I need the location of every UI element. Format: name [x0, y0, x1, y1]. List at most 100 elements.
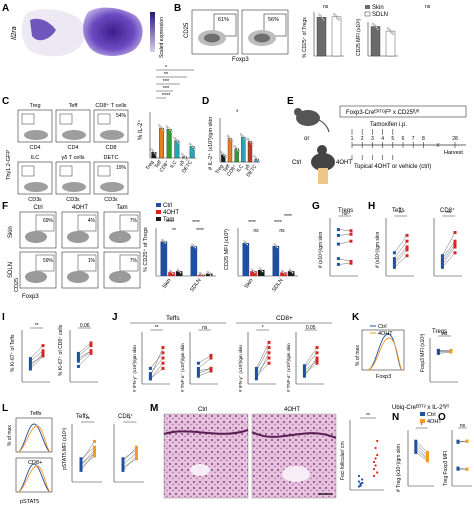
flow-xlabel: CD4: [29, 145, 40, 151]
data-point: [251, 143, 254, 146]
data-point-ctrl: [28, 362, 32, 366]
data-point-treat: [89, 349, 93, 353]
chart-J-sub: ns # TNF-α⁺ (x10³)/gm skin: [180, 325, 218, 392]
data-point-treat: [209, 353, 213, 357]
chart-K: ns: [429, 331, 458, 383]
sig-stars: ****: [166, 220, 174, 226]
data-point: [190, 144, 193, 147]
panel-B: B CD25 61% 56% Foxp3 % CD25⁺ of Tregs CD…: [174, 3, 431, 63]
flow-density: [109, 231, 131, 243]
data-point-treat: [267, 361, 271, 365]
data-point: [191, 243, 194, 246]
data-point-treat: [465, 467, 469, 471]
timeline-day: 1: [351, 136, 354, 142]
data-point-ctrl: [302, 372, 306, 376]
data-point: [334, 14, 337, 17]
flow-density: [109, 271, 131, 283]
bar: [280, 272, 287, 276]
data-point: [208, 272, 211, 275]
data-point-treat: [135, 445, 138, 449]
flow-xlabel: CD3ε: [104, 197, 118, 203]
pair-line: [78, 342, 92, 354]
panel-letter: M: [150, 403, 158, 414]
panel-title: Tregs: [338, 208, 353, 214]
data-point-ctrl: [440, 265, 444, 269]
colorbar-label: Scaled expression: [159, 17, 165, 58]
gate: [59, 113, 73, 125]
data-point: [372, 22, 375, 25]
flow-plot-skin: 61%: [191, 9, 239, 55]
panel-D: D # IL-2⁺ (x10³)/gm skin TregTeffCD8⁺ILC…: [202, 96, 260, 178]
gate-percent: 69%: [43, 218, 54, 224]
gate-percent: 19%: [116, 165, 127, 171]
data-point: [273, 243, 276, 246]
data-point: [178, 142, 181, 145]
axis-ylabel: pSTAT5 MFI (x10³): [62, 428, 68, 470]
data-point: [150, 148, 153, 151]
data-point-ctrl: [456, 440, 460, 444]
timeline-day: 28: [452, 136, 458, 142]
data-point: [159, 126, 162, 129]
stat-ns: ns: [425, 4, 431, 10]
data-point: [337, 18, 340, 21]
data-point-ctrl: [302, 374, 306, 378]
data-point-ctrl: [121, 468, 125, 472]
data-point-treat: [267, 340, 271, 344]
legend-sdln: SDLN: [372, 12, 388, 18]
or-label: or: [304, 136, 309, 142]
flow-density: [67, 231, 89, 243]
pct-ylabel: % CD25⁺ of Tregs: [142, 227, 149, 272]
cross-box: [339, 105, 467, 118]
sig-stars: ****: [192, 220, 200, 226]
data-point: [373, 24, 376, 27]
pair-line: [122, 447, 137, 462]
axis-ylabel: # IFN-γ⁺ (x10³)/gm skin: [132, 345, 137, 392]
data-point-treat: [93, 454, 96, 458]
pair-line: [198, 357, 212, 369]
data-point-treat: [89, 351, 93, 355]
flow-grid-C: Treg CD4 Teff CD4 CD8⁺ T cells 54% CD8 ILC CD3ε γ…: [17, 102, 129, 203]
data-point-treat: [135, 448, 138, 452]
data-point: [168, 129, 171, 132]
data-point-treat: [41, 349, 45, 353]
data-point: [158, 124, 161, 127]
data-point: [170, 130, 173, 134]
flow-density: [25, 231, 47, 243]
pair-line: [150, 347, 164, 377]
data-point-ctrl: [361, 478, 364, 481]
legend-4oht: 4OHT: [378, 331, 393, 337]
axis-xlabel: Foxp3: [376, 374, 391, 380]
data-point-treat: [426, 457, 429, 461]
chart-J: ** # IFN-γ⁺ (x10³)/gm skin ns # TNF-α⁺ (x10…: [132, 325, 324, 392]
header-label: Ubiq-Creᴱᴿᵀ² x IL-2ᶠˡ/ᶠˡ: [392, 404, 449, 411]
data-point: [241, 135, 244, 138]
gate: [97, 165, 111, 177]
data-point: [251, 268, 254, 271]
axis-ylabel: % Ki-67⁺ of Teffs: [10, 334, 16, 372]
bar: [242, 243, 250, 276]
data-point: [261, 270, 264, 273]
bar: [160, 241, 168, 276]
data-point: [223, 154, 226, 157]
panel-letter: F: [2, 201, 8, 212]
data-point: [228, 136, 231, 139]
gate: [119, 214, 139, 232]
data-point-ctrl: [359, 482, 362, 485]
panel-letter: E: [287, 96, 294, 107]
flow-title: ILC: [31, 155, 40, 161]
data-point: [162, 129, 165, 132]
axis-break: //: [437, 143, 440, 149]
pair-line: [256, 342, 270, 369]
data-point: [165, 125, 168, 128]
stat-ns: ns: [323, 4, 329, 10]
legend-B: Skin SDLN: [364, 5, 388, 18]
data-point-ctrl: [414, 439, 418, 443]
panel-M: M Ctrl 4OHT Foci follicular/ cm **: [150, 403, 384, 499]
data-point-ctrl: [357, 474, 361, 478]
flow-density: [24, 182, 48, 192]
pair-line: [442, 252, 456, 268]
data-point: [231, 140, 234, 143]
data-point: [161, 127, 164, 131]
flow-xlabel: CD3ε: [28, 197, 42, 203]
